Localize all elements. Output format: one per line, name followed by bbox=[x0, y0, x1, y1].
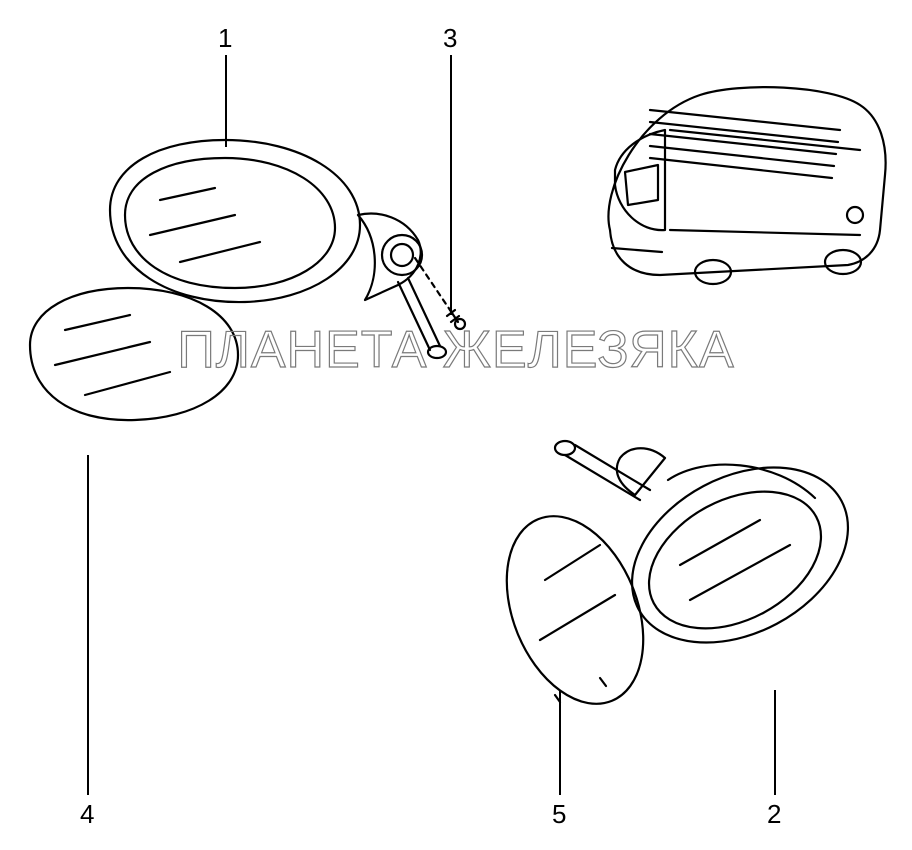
callout-5: 5 bbox=[552, 799, 566, 830]
vehicle-icon bbox=[608, 87, 885, 284]
leader-2 bbox=[774, 690, 776, 795]
mirror-right-assembly bbox=[555, 432, 878, 678]
mirror-left-assembly bbox=[110, 140, 465, 358]
callout-4: 4 bbox=[80, 799, 94, 830]
callout-1: 1 bbox=[218, 23, 232, 54]
callout-3: 3 bbox=[443, 23, 457, 54]
mirror-right-glass bbox=[481, 496, 669, 724]
leader-5 bbox=[559, 690, 561, 795]
leader-4 bbox=[87, 455, 89, 795]
callout-2: 2 bbox=[767, 799, 781, 830]
leader-3 bbox=[450, 55, 452, 315]
mirror-left-glass bbox=[30, 288, 238, 420]
leader-1 bbox=[225, 55, 227, 147]
